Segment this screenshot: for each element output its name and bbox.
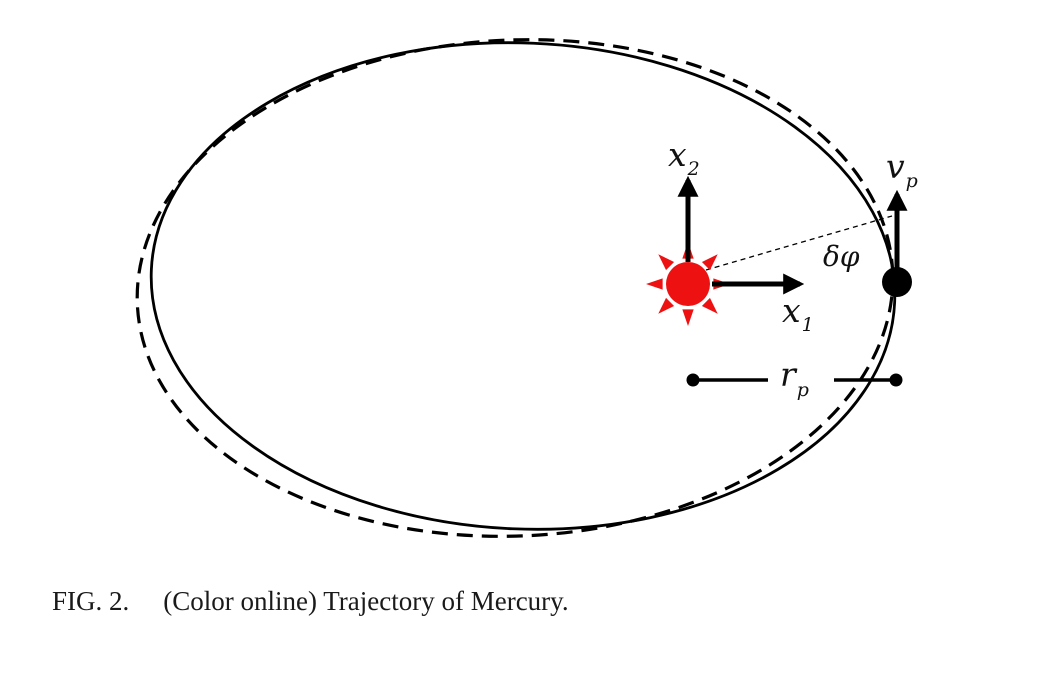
velocity-label: vp <box>886 147 918 192</box>
precessed-orbit-dashed <box>135 38 895 538</box>
sun-ray <box>682 309 694 326</box>
x2-axis-label: x2 <box>668 135 700 180</box>
sun-ray <box>658 254 675 271</box>
rp-label: rp <box>780 355 809 401</box>
mercury-planet <box>882 267 912 297</box>
caption-text: (Color online) Trajectory of Mercury. <box>163 586 569 616</box>
rp-distance-marker <box>686 373 903 387</box>
orbit-solid <box>149 41 897 531</box>
figure-caption: FIG. 2. (Color online) Trajectory of Merc… <box>52 586 569 617</box>
sun-ray <box>701 254 718 271</box>
sun-ray <box>701 297 718 314</box>
x1-axis-label: x1 <box>782 291 814 336</box>
delta-phi-label: δφ <box>823 240 860 273</box>
sun-ray <box>646 278 663 290</box>
sun-ray <box>658 297 675 314</box>
sun-icon <box>646 242 730 326</box>
sun-disc <box>666 262 710 306</box>
perihelion-shift-line <box>705 215 893 271</box>
figure-number: FIG. 2. <box>52 586 130 616</box>
